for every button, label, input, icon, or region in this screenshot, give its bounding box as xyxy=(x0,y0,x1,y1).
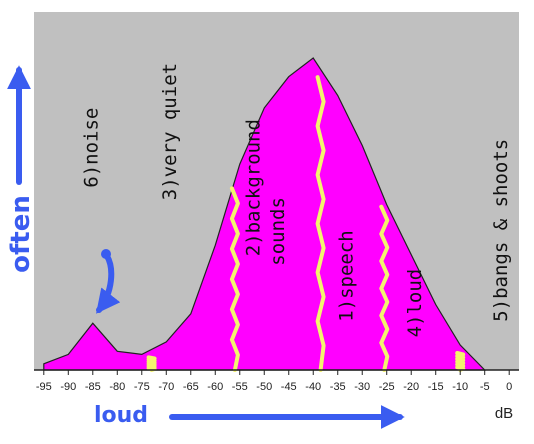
x-axis-label: loud xyxy=(94,403,148,428)
region-label-5: 1)speech xyxy=(335,230,357,322)
y-axis-label: often xyxy=(6,195,36,273)
region-label-6: 4)loud xyxy=(404,269,426,338)
region-divider-5 xyxy=(455,351,466,372)
x-tick-label: -80 xyxy=(109,381,125,393)
x-tick-label: -90 xyxy=(60,381,76,393)
region-divider-3 xyxy=(315,75,326,372)
loudness-area-series xyxy=(43,57,487,371)
x-tick-label: -35 xyxy=(330,381,346,393)
region-divider-2 xyxy=(229,186,240,372)
x-tick-label: -45 xyxy=(281,381,297,393)
x-tick-label: -10 xyxy=(452,381,468,393)
x-tick-label: -95 xyxy=(36,381,52,393)
x-tick-label: 0 xyxy=(506,381,512,393)
region-label-1: 6)noise xyxy=(81,108,103,188)
x-tick-label: -20 xyxy=(403,381,419,393)
region-label-3: 2)background xyxy=(242,119,264,256)
noise-pointer-dot xyxy=(101,249,111,259)
region-divider-1 xyxy=(146,355,157,372)
x-tick-label: -65 xyxy=(183,381,199,393)
x-tick-label: -85 xyxy=(85,381,101,393)
x-tick-label: -70 xyxy=(158,381,174,393)
x-tick-label: -5 xyxy=(480,381,490,393)
noise-pointer-arrow-icon xyxy=(96,253,121,314)
x-tick-label: -60 xyxy=(207,381,223,393)
region-label-7: 5)bangs & shoots xyxy=(490,139,512,322)
region-divider-4 xyxy=(379,204,390,372)
x-tick-label: -55 xyxy=(232,381,248,393)
x-tick-label: -25 xyxy=(379,381,395,393)
x-tick-label: -50 xyxy=(256,381,272,393)
x-tick-label: -40 xyxy=(305,381,321,393)
region-label-2: 3)very quiet xyxy=(159,63,181,200)
x-tick-label: -15 xyxy=(428,381,444,393)
x-tick-label: -30 xyxy=(354,381,370,393)
x-unit-label: dB xyxy=(495,405,513,422)
x-tick-label: -75 xyxy=(134,381,150,393)
region-label-4: sounds xyxy=(267,197,289,266)
